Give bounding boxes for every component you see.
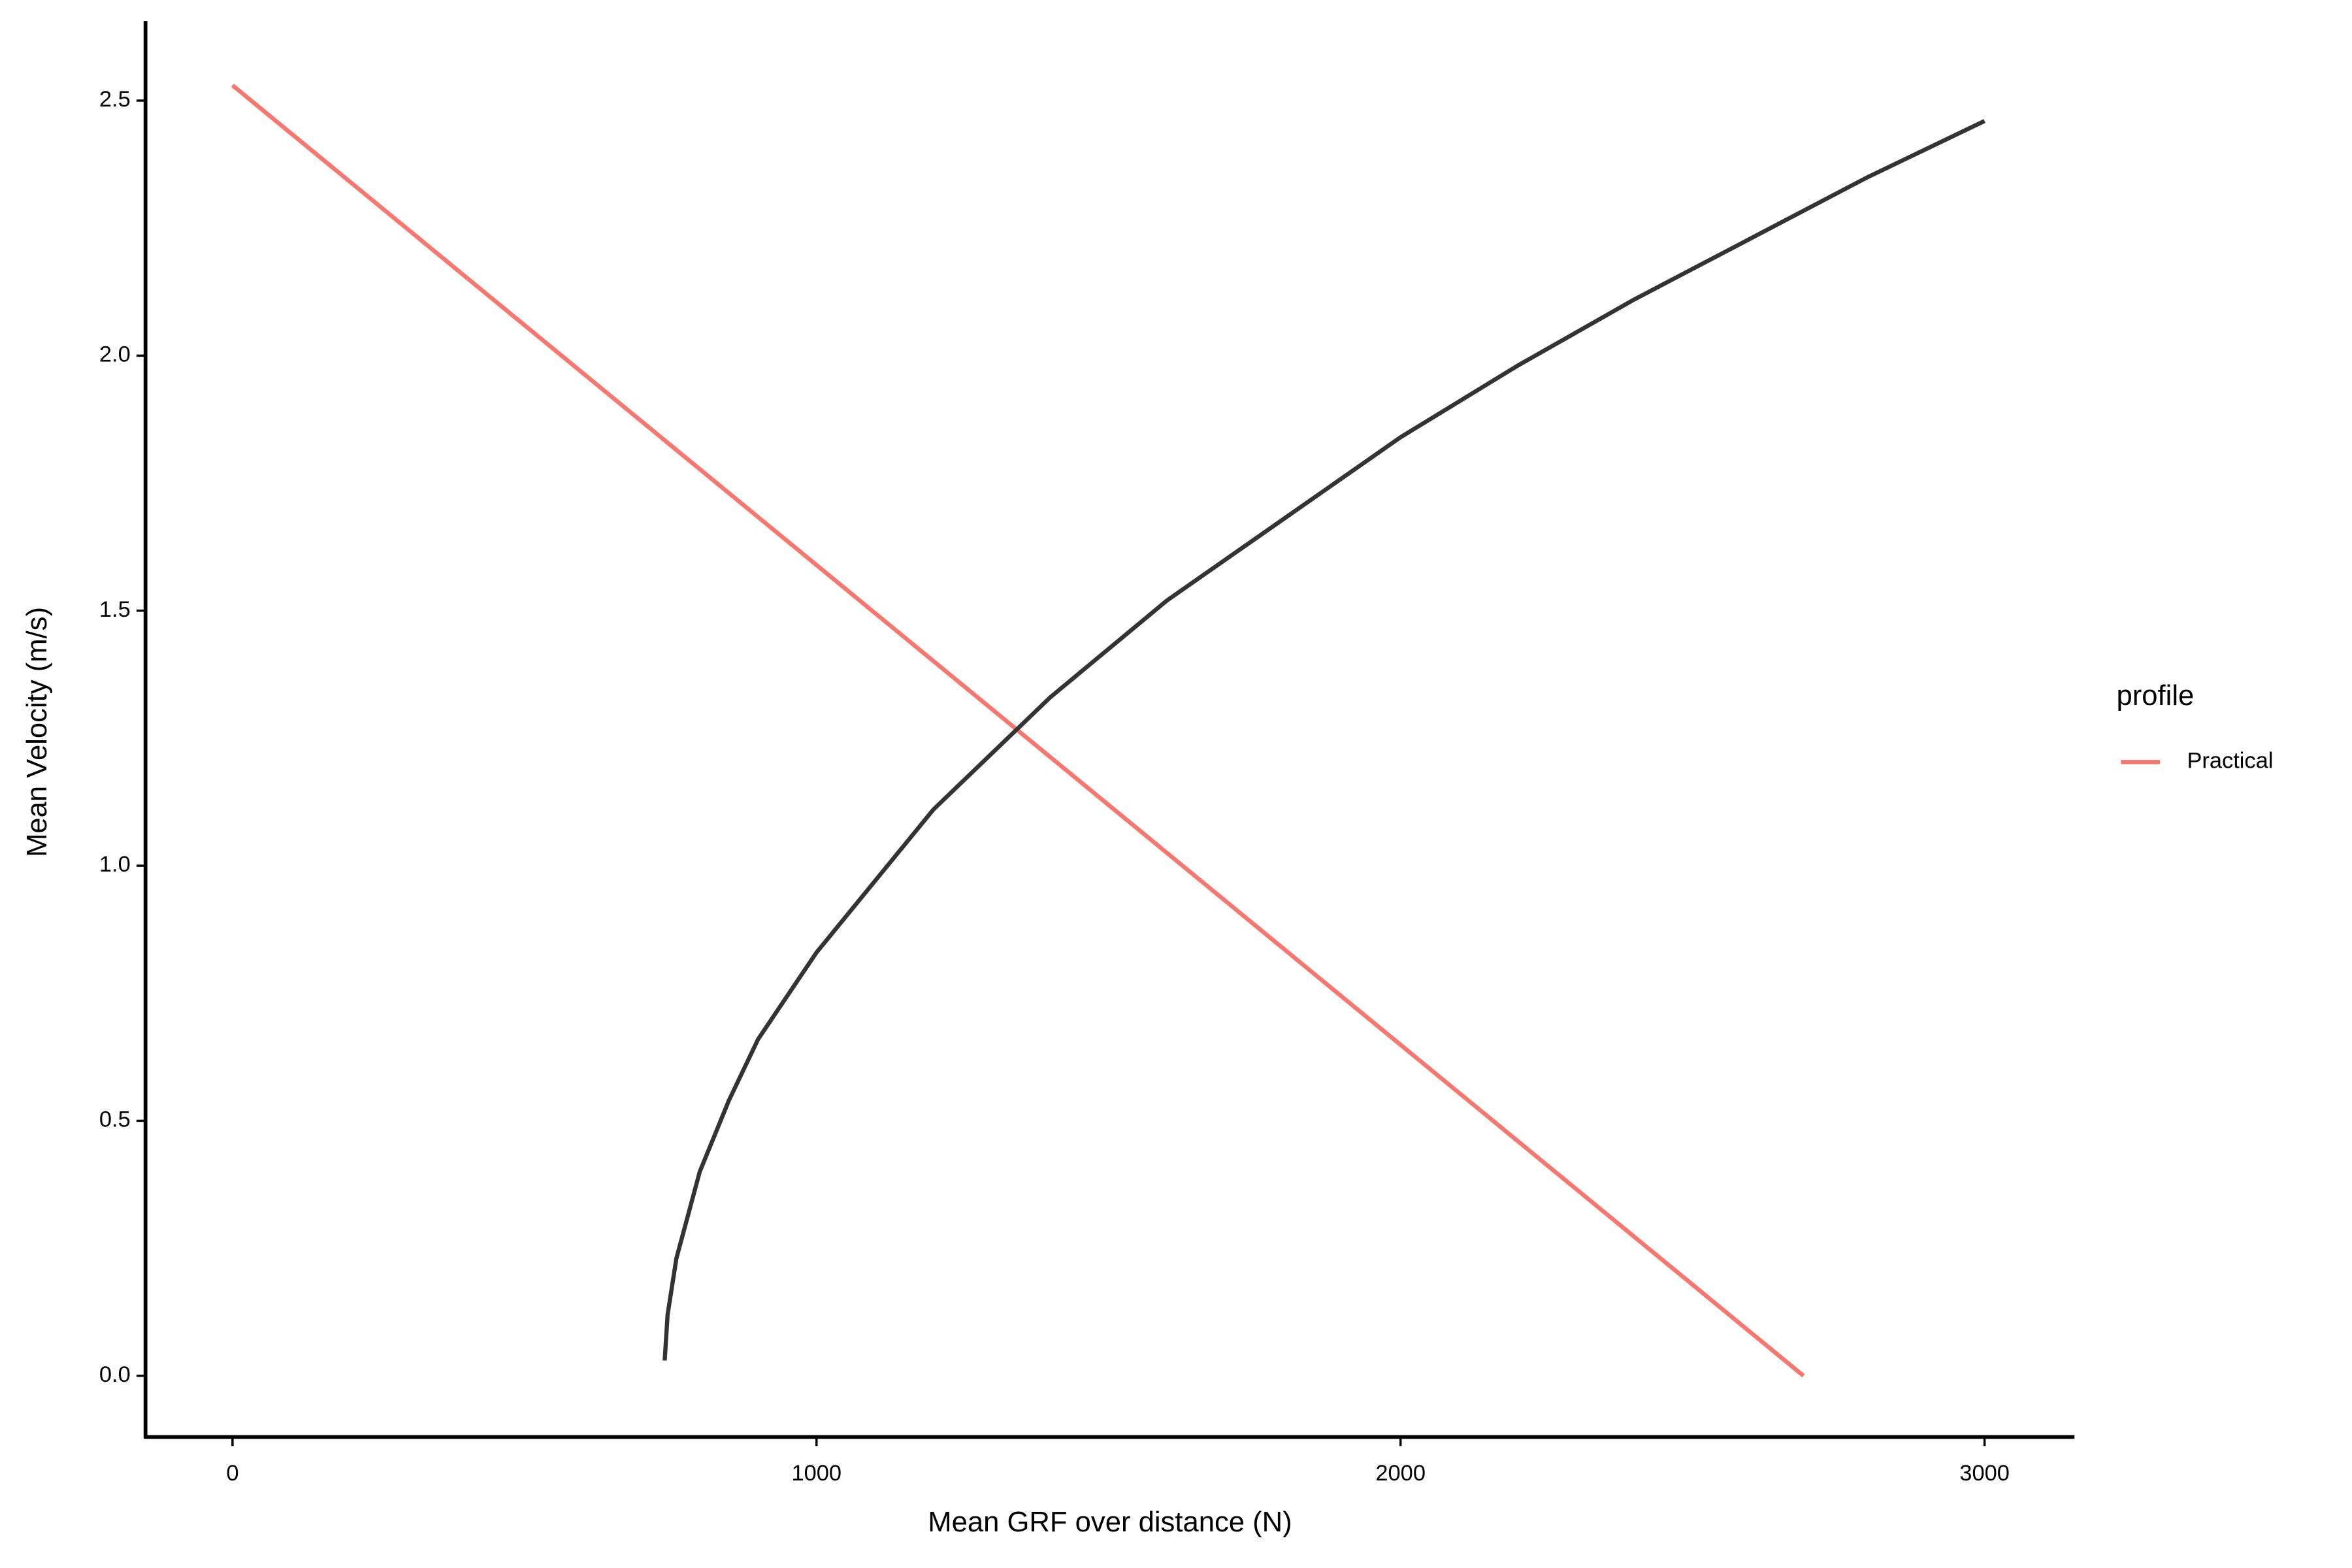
x-axis-title: Mean GRF over distance (N): [928, 1507, 1292, 1538]
y-tick-label: 0.5: [99, 1107, 131, 1132]
y-tick-label: 1.5: [99, 597, 131, 622]
legend-label: Practical: [2187, 748, 2273, 773]
y-tick-label: 2.0: [99, 342, 131, 367]
y-tick-label: 2.5: [99, 87, 131, 112]
y-axis-title: Mean Velocity (m/s): [22, 607, 53, 857]
x-tick-label: 0: [226, 1461, 238, 1486]
x-tick-label: 2000: [1375, 1461, 1426, 1486]
x-tick-label: 1000: [792, 1461, 842, 1486]
legend-title: profile: [2117, 680, 2195, 711]
y-tick-label: 0.0: [99, 1362, 131, 1387]
y-tick-label: 1.0: [99, 852, 131, 877]
series-line: [662, 119, 1985, 1361]
x-tick-label: 3000: [1959, 1461, 2010, 1486]
